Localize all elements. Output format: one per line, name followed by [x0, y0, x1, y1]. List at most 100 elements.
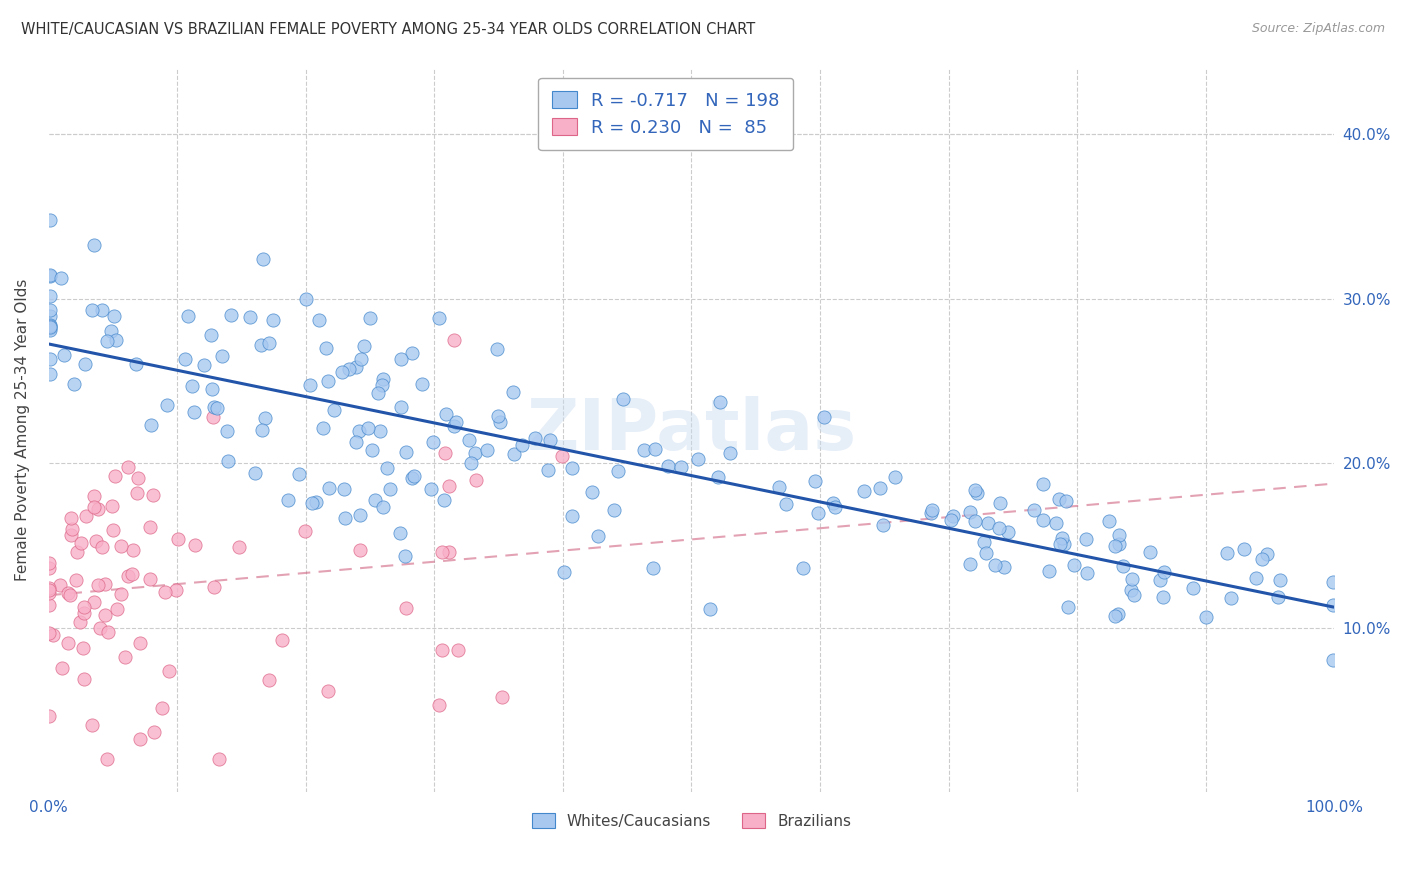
Point [39, 289, 62, 303]
Point [976, 546, 998, 560]
Point [39, 212, 62, 227]
Point [316, 683, 339, 698]
Point [561, 461, 583, 475]
Point [315, 341, 337, 355]
Point [73, 606, 96, 620]
Point [942, 509, 965, 524]
Point [993, 560, 1015, 574]
Point [86, 578, 108, 592]
Point [990, 496, 1012, 510]
Point [139, 520, 162, 534]
Point [38, 560, 60, 574]
Point [228, 540, 250, 554]
Point [457, 433, 479, 447]
Point [127, 471, 149, 485]
Point [60, 522, 83, 536]
Point [359, 311, 381, 326]
Point [39, 352, 62, 367]
Point [83, 595, 105, 609]
Point [1038, 564, 1060, 578]
Point [437, 545, 460, 559]
Point [259, 335, 281, 350]
Point [38, 557, 60, 571]
Point [1052, 537, 1074, 551]
Point [217, 454, 239, 468]
Point [39, 318, 62, 333]
Point [174, 352, 197, 367]
Point [83, 500, 105, 514]
Point [250, 338, 273, 352]
Point [433, 492, 456, 507]
Point [93, 577, 115, 591]
Point [775, 497, 797, 511]
Point [464, 473, 486, 487]
Point [1121, 572, 1143, 586]
Point [1195, 609, 1218, 624]
Point [52, 348, 75, 362]
Point [253, 411, 276, 425]
Point [167, 532, 190, 546]
Point [221, 308, 243, 322]
Point [380, 482, 402, 496]
Point [75, 357, 97, 371]
Point [96, 334, 118, 348]
Point [432, 642, 454, 657]
Point [288, 467, 311, 481]
Point [63, 376, 86, 391]
Point [277, 493, 299, 508]
Point [139, 418, 162, 433]
Point [824, 500, 846, 515]
Point [581, 485, 603, 500]
Point [350, 351, 373, 366]
Point [58, 636, 80, 650]
Point [48, 578, 70, 592]
Point [103, 309, 125, 323]
Point [39, 302, 62, 317]
Point [1022, 503, 1045, 517]
Point [39, 318, 62, 333]
Point [208, 752, 231, 766]
Point [444, 415, 467, 429]
Point [349, 508, 371, 523]
Text: Source: ZipAtlas.com: Source: ZipAtlas.com [1251, 22, 1385, 36]
Point [1219, 591, 1241, 605]
Point [768, 480, 790, 494]
Point [339, 362, 361, 376]
Point [1054, 493, 1077, 508]
Legend: Whites/Caucasians, Brazilians: Whites/Caucasians, Brazilians [526, 807, 858, 835]
Point [464, 446, 486, 460]
Point [1322, 575, 1344, 590]
Point [177, 310, 200, 324]
Point [270, 632, 292, 647]
Point [239, 310, 262, 324]
Point [117, 459, 139, 474]
Point [257, 673, 280, 687]
Point [51, 661, 73, 675]
Point [322, 403, 344, 417]
Point [1233, 541, 1256, 556]
Point [939, 513, 962, 527]
Text: WHITE/CAUCASIAN VS BRAZILIAN FEMALE POVERTY AMONG 25-34 YEAR OLDS CORRELATION CH: WHITE/CAUCASIAN VS BRAZILIAN FEMALE POVE… [21, 22, 755, 37]
Point [633, 442, 655, 457]
Point [39, 319, 62, 334]
Point [60, 528, 83, 542]
Point [1153, 590, 1175, 604]
Point [82, 718, 104, 732]
Point [117, 569, 139, 583]
Point [1139, 545, 1161, 559]
Point [1268, 573, 1291, 587]
Point [353, 339, 375, 353]
Point [966, 485, 988, 500]
Point [1045, 516, 1067, 530]
Point [984, 558, 1007, 573]
Point [427, 698, 450, 712]
Point [823, 496, 845, 510]
Point [959, 557, 981, 571]
Point [39, 268, 62, 283]
Point [101, 523, 124, 537]
Point [243, 466, 266, 480]
Point [973, 535, 995, 549]
Point [959, 505, 981, 519]
Point [401, 471, 423, 485]
Point [157, 664, 180, 678]
